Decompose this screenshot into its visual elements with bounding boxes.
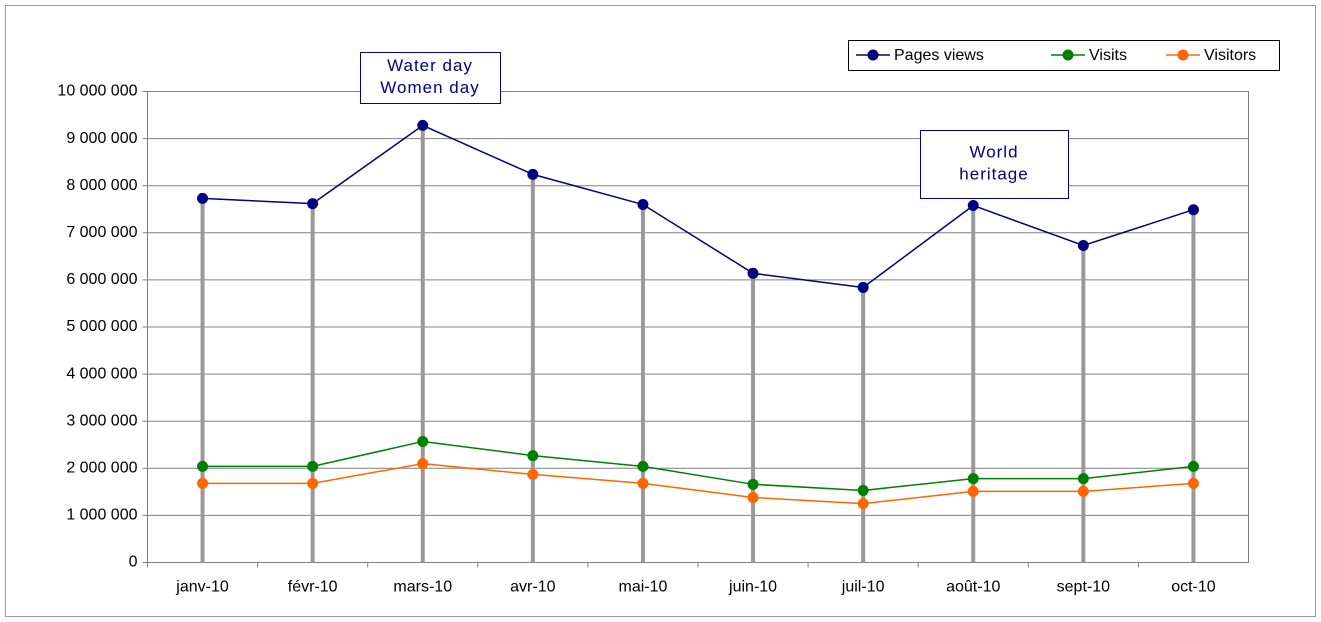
legend-marker: [1062, 49, 1074, 61]
x-tick-label: janv-10: [175, 579, 229, 596]
legend-label: Visitors: [1204, 47, 1256, 64]
point: [527, 468, 539, 480]
point: [967, 473, 979, 485]
point: [747, 492, 759, 504]
point: [1187, 204, 1199, 216]
point: [417, 119, 429, 131]
x-tick-label: mai-10: [618, 579, 667, 596]
point: [307, 477, 319, 489]
legend-label: Visits: [1089, 47, 1127, 64]
x-tick-label: sept-10: [1057, 579, 1110, 596]
point: [857, 498, 869, 510]
series-line: [202, 440, 1194, 492]
point: [637, 199, 649, 211]
point: [527, 168, 539, 180]
point: [1187, 460, 1199, 472]
y-tick-label: 4 000 000: [66, 365, 137, 382]
x-tick-label: août-10: [946, 579, 1000, 596]
point: [1077, 473, 1089, 485]
annotation-text: heritage: [959, 164, 1028, 183]
y-tick-label: 5 000 000: [66, 318, 137, 335]
y-tick-label: 3 000 000: [66, 412, 137, 429]
x-tick-label: oct-10: [1171, 579, 1216, 596]
legend-marker: [1177, 49, 1189, 61]
y-tick-label: 2 000 000: [66, 460, 137, 477]
series-line: [202, 124, 1194, 289]
point: [1077, 485, 1089, 497]
point: [967, 485, 979, 497]
point: [197, 192, 209, 204]
x-tick-label: févr-10: [288, 579, 338, 596]
annotation-box: [360, 52, 501, 104]
point: [417, 435, 429, 447]
point: [967, 199, 979, 211]
annotation-text: World: [969, 142, 1018, 161]
annotation-text: Water day: [387, 56, 473, 75]
y-tick-label: 9 000 000: [66, 130, 137, 147]
y-tick-label: 0: [129, 554, 138, 571]
y-tick-label: 10 000 000: [57, 83, 137, 100]
x-tick-label: mars-10: [393, 579, 452, 596]
x-tick-label: juil-10: [841, 579, 885, 596]
y-tick-label: 7 000 000: [66, 224, 137, 241]
x-tick-label: juin-10: [728, 579, 777, 596]
point: [1187, 477, 1199, 489]
legend-marker: [867, 49, 879, 61]
point: [747, 267, 759, 279]
point: [197, 477, 209, 489]
point: [747, 478, 759, 490]
point: [857, 281, 869, 293]
point: [1077, 240, 1089, 252]
y-tick-label: 1 000 000: [66, 507, 137, 524]
point: [307, 198, 319, 210]
legend-label: Pages views: [894, 47, 984, 64]
point: [857, 484, 869, 496]
y-tick-label: 6 000 000: [66, 271, 137, 288]
point: [527, 450, 539, 462]
point: [197, 460, 209, 472]
y-tick-label: 8 000 000: [66, 177, 137, 194]
series-line: [202, 462, 1194, 505]
point: [307, 460, 319, 472]
annotation-text: Women day: [380, 78, 479, 97]
point: [417, 458, 429, 470]
point: [637, 460, 649, 472]
annotation-box: [920, 130, 1069, 199]
point: [637, 477, 649, 489]
x-tick-label: avr-10: [510, 579, 555, 596]
